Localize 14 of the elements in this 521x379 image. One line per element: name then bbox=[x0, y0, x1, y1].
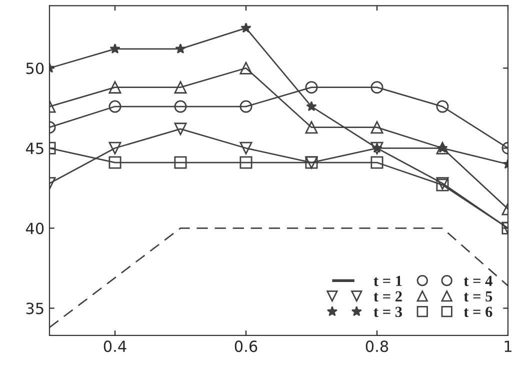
y-tick-label: 45 bbox=[26, 142, 44, 154]
legend-label: t = 5 bbox=[464, 291, 492, 302]
x-tick-label: 0.8 bbox=[366, 340, 388, 352]
x-tick-label: 1 bbox=[504, 340, 512, 352]
legend-label: t = 3 bbox=[374, 306, 402, 318]
legend-label: t = 4 bbox=[464, 276, 492, 286]
legend-label: t = 2 bbox=[374, 291, 402, 302]
y-tick-label: 50 bbox=[26, 62, 44, 74]
x-tick-label: 0.4 bbox=[104, 340, 126, 352]
legend-label: t = 6 bbox=[464, 306, 492, 318]
y-tick-label: 35 bbox=[26, 302, 44, 314]
legend-label: t = 1 bbox=[374, 276, 402, 286]
y-tick-label: 40 bbox=[26, 222, 44, 234]
x-tick-label: 0.6 bbox=[234, 340, 258, 352]
